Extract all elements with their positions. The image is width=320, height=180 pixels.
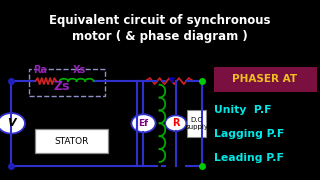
Bar: [214, 67, 317, 92]
Circle shape: [0, 113, 25, 134]
Text: Unity  P.F: Unity P.F: [214, 105, 271, 115]
Text: Lagging P.F: Lagging P.F: [214, 129, 284, 139]
Text: R: R: [172, 118, 180, 128]
Text: Ef: Ef: [139, 119, 148, 128]
Text: Equivalent circuit of synchronous
motor ( & phase diagram ): Equivalent circuit of synchronous motor …: [49, 14, 271, 43]
Text: STATOR: STATOR: [55, 137, 89, 146]
Bar: [187, 110, 206, 137]
Bar: [36, 129, 108, 154]
Text: rheostat: rheostat: [153, 67, 185, 76]
Circle shape: [165, 116, 186, 131]
Text: V: V: [7, 118, 16, 128]
Text: Leading P.F: Leading P.F: [214, 153, 284, 163]
Text: Ra: Ra: [33, 65, 47, 75]
Circle shape: [132, 114, 156, 132]
Text: PHASER AT: PHASER AT: [232, 74, 297, 84]
Text: Xs: Xs: [72, 65, 86, 75]
Text: D.C
supply: D.C supply: [185, 117, 208, 130]
Text: Zs: Zs: [53, 80, 69, 93]
